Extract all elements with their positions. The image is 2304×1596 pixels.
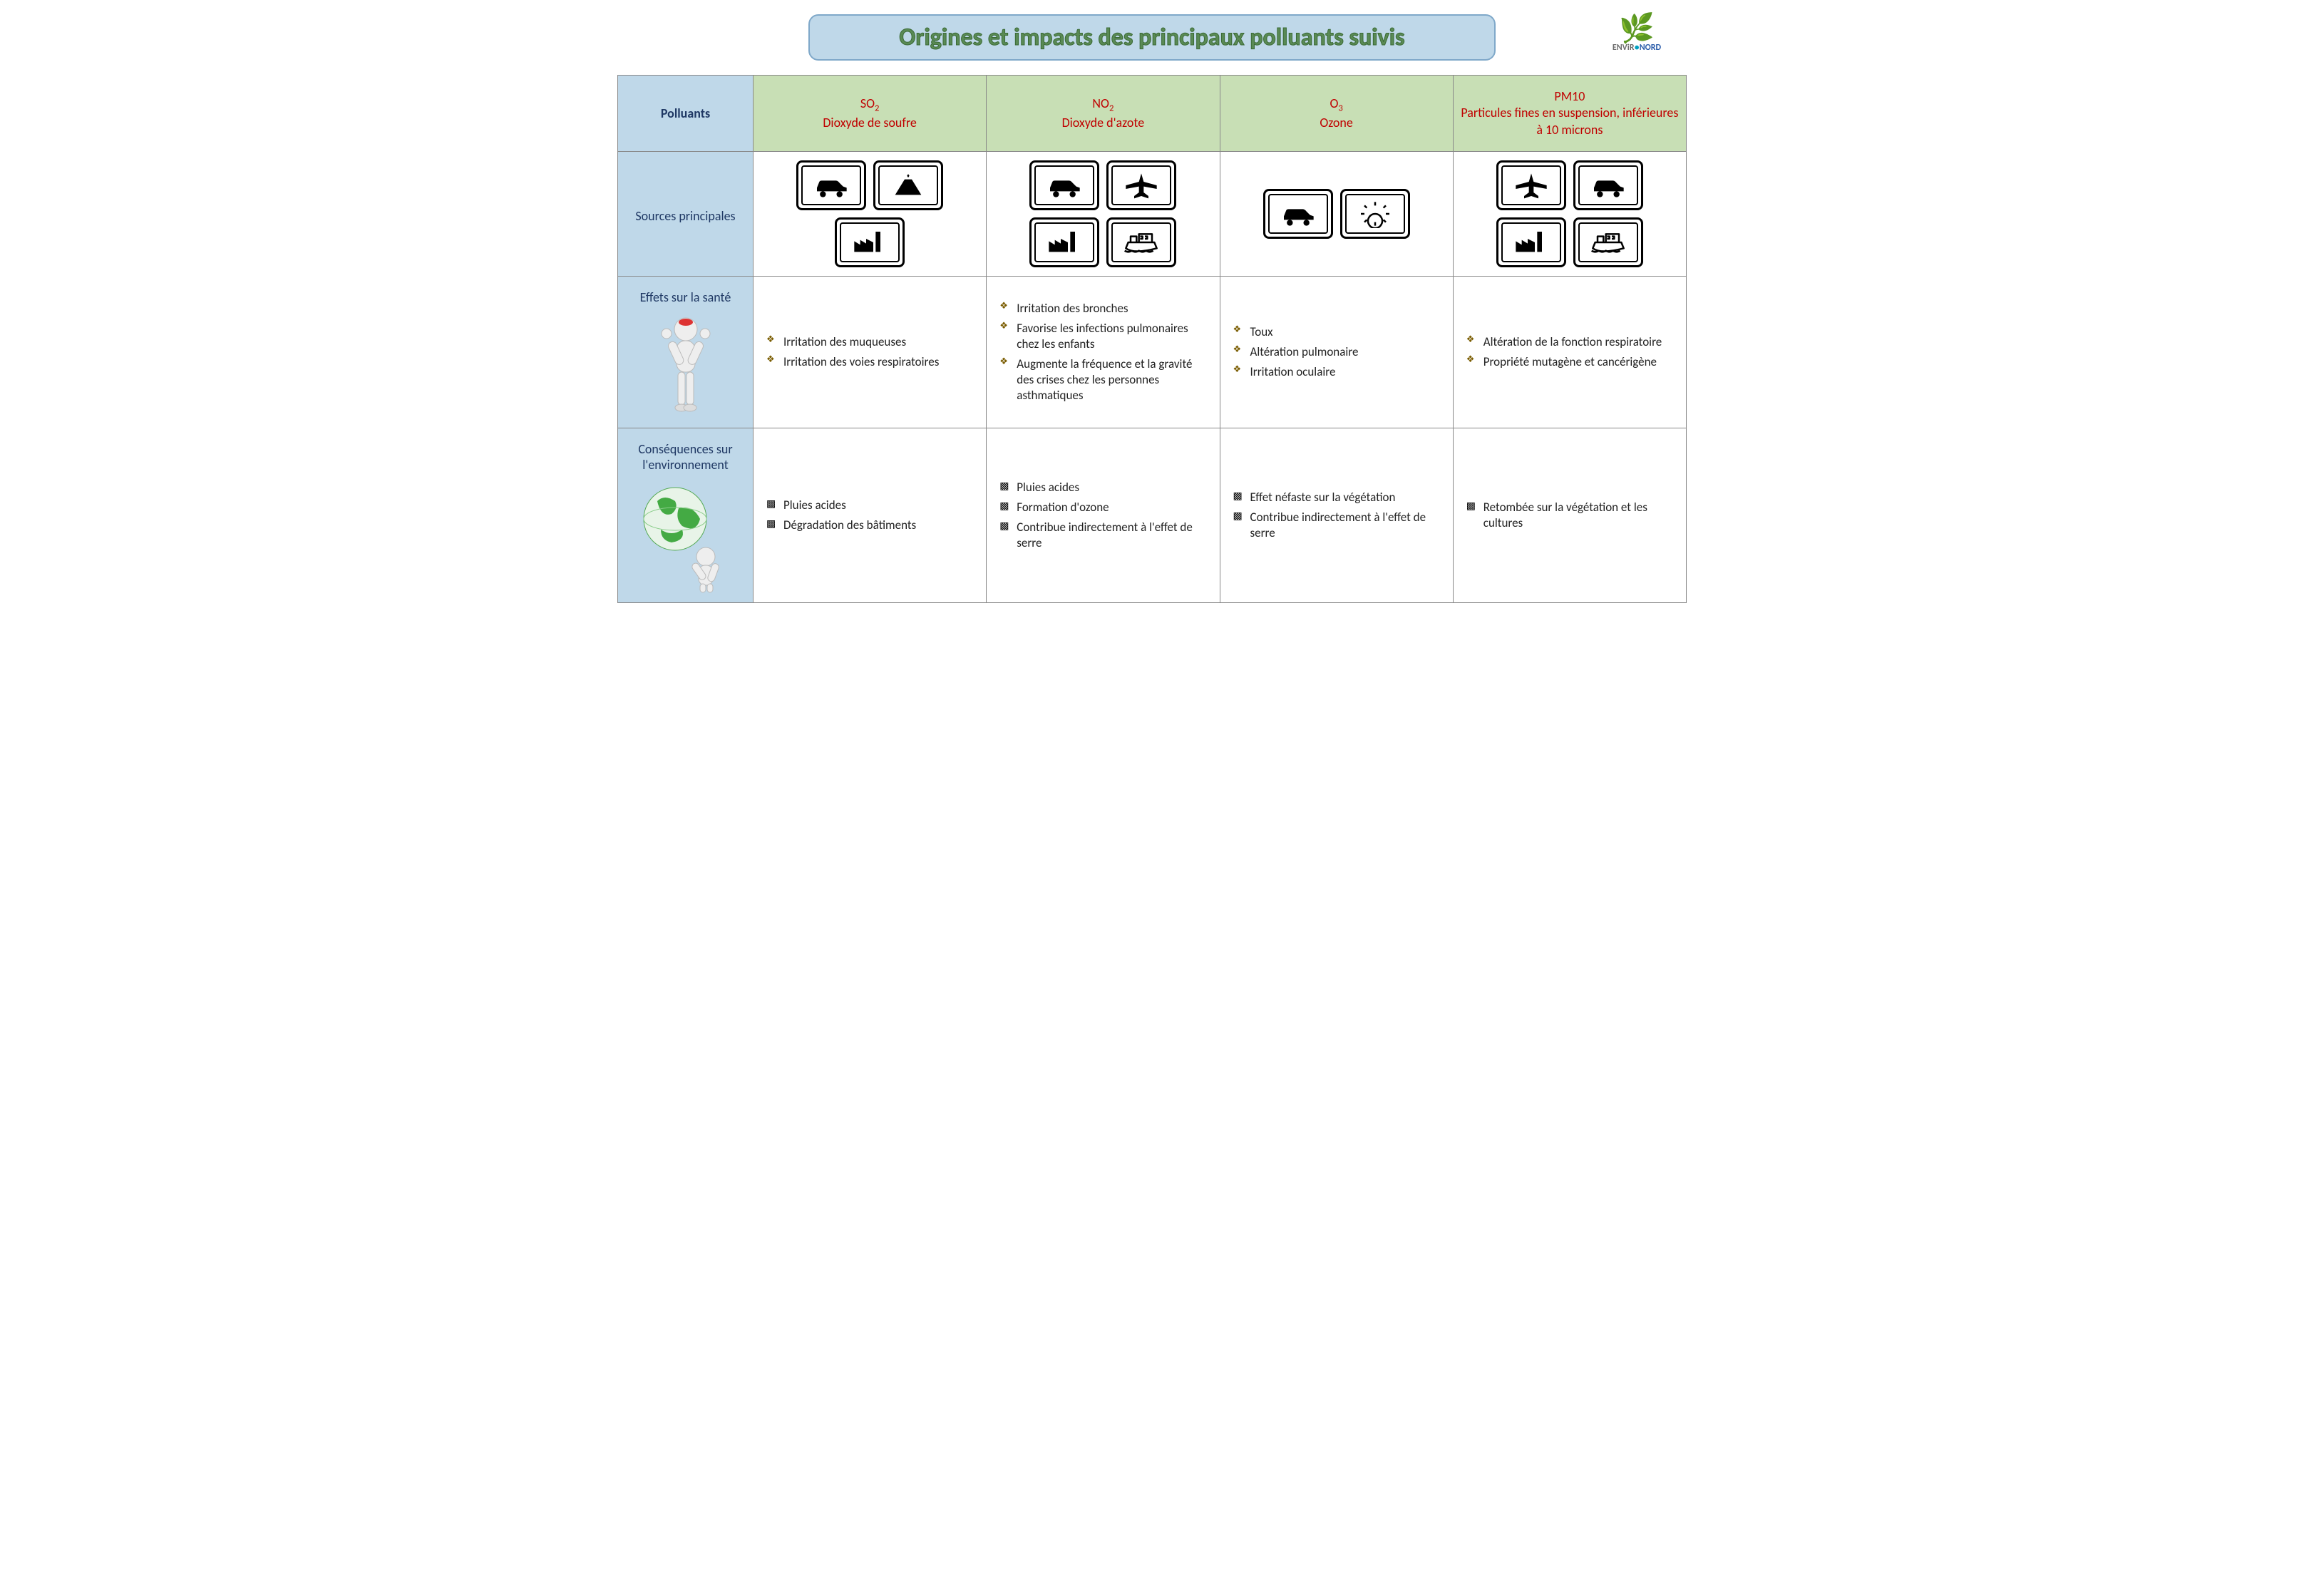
list-item: Formation d'ozone: [999, 498, 1206, 518]
pollutant-formula: O3: [1228, 96, 1446, 115]
ship-icon: [1106, 217, 1176, 267]
health-so2: Irritation des muqueusesIrritation des v…: [754, 277, 987, 428]
list-item: Irritation oculaire: [1233, 362, 1440, 382]
list-item: Propriété mutagène et cancérigène: [1466, 352, 1673, 372]
pollutant-header-so2: SO2 Dioxyde de soufre: [754, 76, 987, 152]
sun-icon: [1340, 189, 1410, 239]
pollutant-name: Ozone: [1228, 115, 1446, 131]
env-so2: Pluies acidesDégradation des bâtiments: [754, 428, 987, 603]
car-icon: [1573, 160, 1643, 210]
list-item: Effet néfaste sur la végétation: [1233, 488, 1440, 508]
sources-o3: [1220, 152, 1453, 277]
list-item: Pluies acides: [766, 495, 973, 515]
pollutant-header-no2: NO2 Dioxyde d'azote: [987, 76, 1220, 152]
env-label-cell: Conséquences sur l'environnement: [618, 428, 754, 603]
health-no2: Irritation des bronchesFavorise les infe…: [987, 277, 1220, 428]
pollutant-name: Dioxyde d'azote: [994, 115, 1212, 131]
env-o3: Effet néfaste sur la végétationContribue…: [1220, 428, 1453, 603]
page-title: Origines et impacts des principaux pollu…: [838, 23, 1466, 52]
env-no2: Pluies acidesFormation d'ozoneContribue …: [987, 428, 1220, 603]
pollutant-name: Particules fines en suspension, inférieu…: [1461, 105, 1679, 138]
pollutants-table: Polluants SO2 Dioxyde de soufre NO2 Diox…: [617, 75, 1687, 603]
car-icon: [796, 160, 866, 210]
list-item: Favorise les infections pulmonaires chez…: [999, 319, 1206, 354]
pollutant-header-pm10: PM10 Particules fines en suspension, inf…: [1453, 76, 1686, 152]
header-row: Polluants SO2 Dioxyde de soufre NO2 Diox…: [618, 76, 1687, 152]
header-pollutants-label: Polluants: [618, 76, 754, 152]
pollutant-name: Dioxyde de soufre: [761, 115, 979, 131]
sources-pm10: [1453, 152, 1686, 277]
list-item: Altération pulmonaire: [1233, 342, 1440, 362]
ship-icon: [1573, 217, 1643, 267]
health-pm10: Altération de la fonction respiratoirePr…: [1453, 277, 1686, 428]
factory-icon: [835, 217, 905, 267]
env-pm10: Retombée sur la végétation et les cultur…: [1453, 428, 1686, 603]
list-item: Dégradation des bâtiments: [766, 515, 973, 535]
sources-label: Sources principales: [618, 152, 754, 277]
list-item: Irritation des bronches: [999, 299, 1206, 319]
car-icon: [1029, 160, 1099, 210]
pollutant-header-o3: O3 Ozone: [1220, 76, 1453, 152]
list-item: Retombée sur la végétation et les cultur…: [1466, 498, 1673, 533]
title-bar: Origines et impacts des principaux pollu…: [808, 14, 1496, 61]
health-label: Effets sur la santé: [640, 289, 731, 305]
list-item: Pluies acides: [999, 478, 1206, 498]
health-icon: [631, 312, 740, 419]
env-row: Conséquences sur l'environnement: [618, 428, 1687, 603]
car-icon: [1263, 189, 1333, 239]
logo-text-env: ENV: [1613, 43, 1627, 53]
logo-text-nord: NORD: [1640, 43, 1661, 53]
list-item: Irritation des voies respiratoires: [766, 352, 973, 372]
list-item: Altération de la fonction respiratoire: [1466, 332, 1673, 352]
logo-text-o: ●: [1634, 43, 1639, 53]
volcano-icon: [873, 160, 943, 210]
env-label: Conséquences sur l'environnement: [638, 441, 732, 473]
pollutant-formula: SO2: [761, 96, 979, 115]
list-item: Toux: [1233, 322, 1440, 342]
globe-icon: [631, 480, 740, 594]
list-item: Irritation des muqueuses: [766, 332, 973, 352]
logo: 🌿 ENViR●NORD: [1601, 14, 1672, 86]
plane-icon: [1106, 160, 1176, 210]
sources-row: Sources principales: [618, 152, 1687, 277]
sources-so2: [754, 152, 987, 277]
health-row: Effets sur la santé: [618, 277, 1687, 428]
pollutant-formula: NO2: [994, 96, 1212, 115]
factory-icon: [1496, 217, 1566, 267]
factory-icon: [1029, 217, 1099, 267]
plane-icon: [1496, 160, 1566, 210]
list-item: Contribue indirectement à l'effet de ser…: [1233, 508, 1440, 543]
pollutant-formula: PM10: [1461, 88, 1679, 105]
list-item: Contribue indirectement à l'effet de ser…: [999, 518, 1206, 553]
health-o3: TouxAltération pulmonaireIrritation ocul…: [1220, 277, 1453, 428]
health-label-cell: Effets sur la santé: [618, 277, 754, 428]
sources-no2: [987, 152, 1220, 277]
list-item: Augmente la fréquence et la gravité des …: [999, 354, 1206, 406]
